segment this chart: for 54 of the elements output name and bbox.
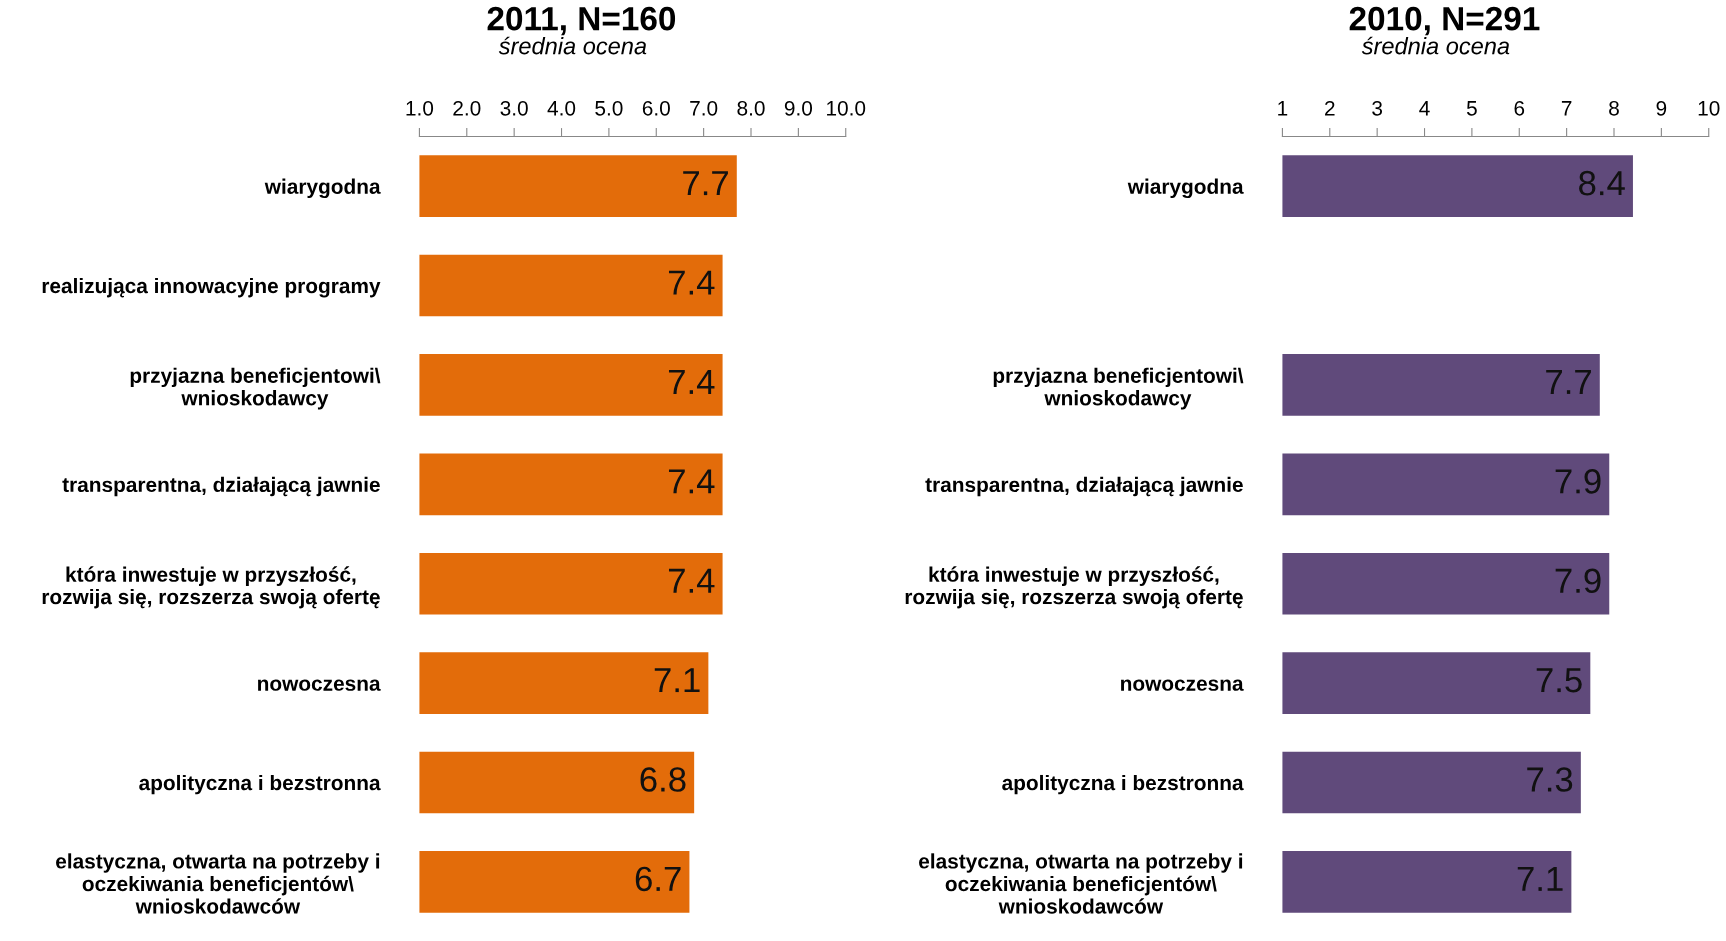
data-label: 7.3 [1527, 767, 1573, 792]
x-tick-label: 1 [1278, 101, 1288, 116]
x-tick-label: 10.0 [827, 100, 866, 116]
y-tick-label: elastyczna, otwarta na potrzeby i oczekiwania beneficjentów\ wnioskodawców [919, 853, 1243, 914]
y-tick-label: wiarygodna [264, 178, 381, 199]
y-tick-label: realizująca innowacyjne programy [42, 277, 381, 298]
data-label: 7.4 [668, 270, 715, 295]
y-tick-label: transparentna, działającą jawnie [62, 476, 380, 497]
x-tick-label: 4 [1419, 101, 1430, 116]
data-label: 7.9 [1555, 568, 1601, 594]
x-tick-label: 7.0 [690, 100, 718, 116]
data-label: 7.4 [668, 469, 715, 494]
x-tick-label: 9 [1656, 100, 1667, 116]
x-tick-label: 3.0 [500, 100, 528, 116]
x-tick-label: 2.0 [453, 100, 481, 116]
data-label: 7.4 [668, 370, 715, 394]
y-tick-label: nowoczesna [258, 679, 381, 691]
x-tick-label: 8 [1609, 100, 1619, 116]
y-tick-label: apolityczna i bezstronna [1002, 774, 1244, 795]
chart-title: 2011, N=160 [487, 6, 676, 36]
data-label: 7.1 [1517, 866, 1563, 891]
y-tick-label: nowoczesna [1121, 679, 1244, 691]
x-tick-label: 6.0 [642, 100, 670, 116]
y-tick-label: która inwestuje w przyszłość, rozwija się, rozszerza swoją ofertę [905, 566, 1243, 609]
chart-subtitle: średnia ocena [1361, 36, 1510, 55]
y-tick-label: przyjazna beneficjentowi\ wnioskodawcy [130, 367, 381, 410]
data-label: 6.8 [640, 767, 686, 792]
data-label: 7.5 [1536, 668, 1582, 693]
x-tick-label: 2 [1325, 100, 1335, 116]
x-tick-label: 8.0 [737, 100, 765, 116]
data-label: 7.7 [1546, 370, 1591, 394]
x-tick-label: 7 [1561, 101, 1572, 116]
y-tick-label: apolityczna i bezstronna [139, 774, 381, 795]
x-tick-label: 5.0 [595, 100, 623, 116]
x-tick-label: 4.0 [547, 100, 576, 116]
x-tick-label: 5 [1466, 101, 1477, 116]
y-tick-label: transparentna, działającą jawnie [925, 476, 1243, 497]
x-tick-label: 1.0 [406, 100, 434, 116]
chart-subtitle: średnia ocena [498, 36, 647, 55]
data-label: 6.7 [635, 866, 681, 892]
y-tick-label: która inwestuje w przyszłość, rozwija się, rozszerza swoją ofertę [42, 566, 380, 609]
data-label: 7.1 [654, 668, 700, 693]
data-label: 7.9 [1555, 469, 1601, 494]
x-tick-label: 9.0 [784, 100, 813, 116]
x-tick-label: 10 [1698, 100, 1720, 116]
data-label: 8.4 [1579, 170, 1625, 196]
x-tick-label: 6 [1514, 100, 1525, 116]
data-label: 7.4 [668, 568, 715, 593]
data-label: 7.7 [683, 171, 728, 196]
chart-title: 2010, N=291 [1349, 6, 1540, 36]
y-tick-label: przyjazna beneficjentowi\ wnioskodawcy [993, 367, 1244, 410]
x-tick-label: 3 [1372, 100, 1383, 116]
y-tick-label: wiarygodna [1127, 178, 1244, 199]
y-tick-label: elastyczna, otwarta na potrzeby i oczekiwania beneficjentów\ wnioskodawców [56, 853, 380, 914]
